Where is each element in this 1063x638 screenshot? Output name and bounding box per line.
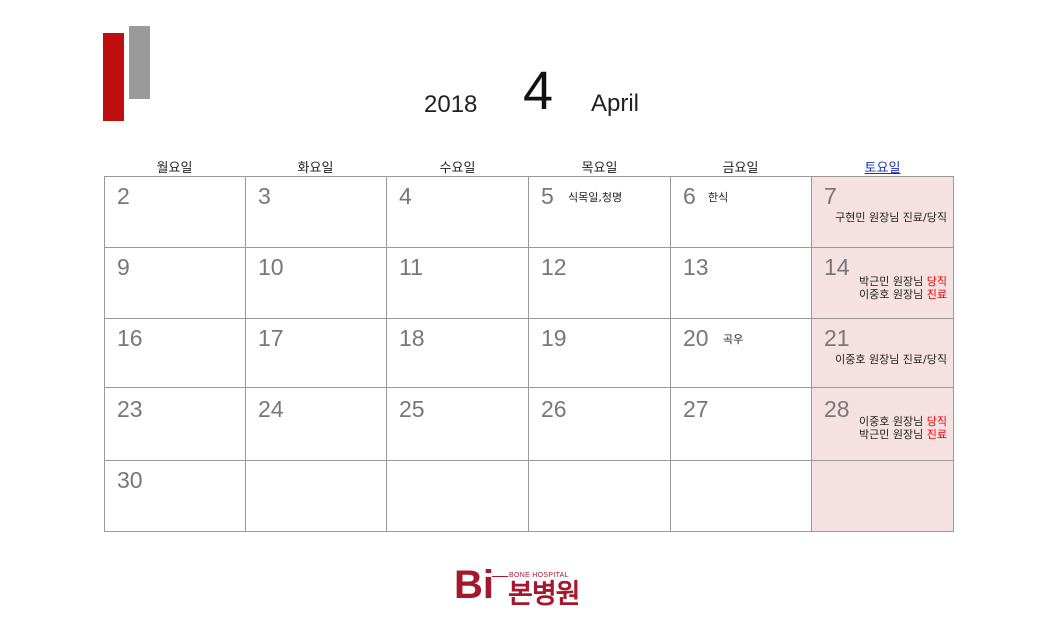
doctor-name: 박근민 원장님 xyxy=(859,275,927,288)
calendar-day-cell[interactable]: 5 식목일,청명 xyxy=(529,177,671,248)
calendar-day-cell[interactable]: 4 xyxy=(387,177,529,248)
schedule-line: 이중호 원장님 당직 xyxy=(859,415,947,428)
calendar-day-cell[interactable]: 10 xyxy=(246,248,387,319)
calendar-day-cell[interactable]: 25 xyxy=(387,388,529,461)
day-number: 21 xyxy=(824,325,850,351)
holiday-note: 식목일,청명 xyxy=(568,191,623,204)
logo-mark: Bi xyxy=(454,563,494,607)
calendar-day-cell[interactable]: 26 xyxy=(529,388,671,461)
calendar-day-cell[interactable] xyxy=(387,461,529,532)
calendar-day-cell[interactable] xyxy=(671,461,812,532)
day-number: 4 xyxy=(399,183,412,209)
day-number: 11 xyxy=(399,254,423,280)
header-year: 2018 xyxy=(424,91,478,118)
day-number: 24 xyxy=(258,396,284,422)
logo-name: 본병원 xyxy=(508,579,581,610)
doctor-name: 구현민 원장님 진료/당직 xyxy=(835,211,947,224)
doctor-name: 이중호 원장님 xyxy=(859,415,927,428)
weekday-tuesday: 화요일 xyxy=(297,161,334,176)
day-number: 9 xyxy=(117,254,130,280)
calendar-day-cell[interactable]: 21 이중호 원장님 진료/당직 xyxy=(812,319,954,388)
calendar-day-cell[interactable]: 18 xyxy=(387,319,529,388)
day-number: 16 xyxy=(117,325,143,351)
day-number: 27 xyxy=(683,396,709,422)
day-number: 13 xyxy=(683,254,709,280)
doctor-schedule: 이중호 원장님 진료/당직 xyxy=(835,353,947,366)
schedule-line: 이중호 원장님 진료 xyxy=(859,288,947,301)
calendar-day-cell[interactable] xyxy=(246,461,387,532)
day-number: 7 xyxy=(824,183,837,209)
duty-type: 당직 xyxy=(926,415,947,428)
calendar-day-cell[interactable]: 14 박근민 원장님 당직 이중호 원장님 진료 xyxy=(812,248,954,319)
holiday-note: 곡우 xyxy=(723,333,744,346)
schedule-line: 박근민 원장님 당직 xyxy=(859,275,947,288)
day-number: 19 xyxy=(541,325,567,351)
calendar-grid: 2 3 4 5 식목일,청명 6 한식 7 구현민 원장님 진료/당직 9 10 11 12 13 14 박근… xyxy=(104,176,954,532)
day-number: 5 xyxy=(541,183,554,209)
calendar-day-cell[interactable]: 7 구현민 원장님 진료/당직 xyxy=(812,177,954,248)
day-number: 26 xyxy=(541,396,567,422)
hospital-logo: Bi BONE HOSPITAL 본병원 xyxy=(454,561,614,617)
doctor-name: 이중호 원장님 xyxy=(859,288,927,301)
duty-type: 당직 xyxy=(926,275,947,288)
calendar-day-cell[interactable]: 27 xyxy=(671,388,812,461)
calendar-day-cell[interactable]: 12 xyxy=(529,248,671,319)
calendar-day-cell[interactable]: 16 xyxy=(105,319,246,388)
calendar-day-cell[interactable]: 28 이중호 원장님 당직 박근민 원장님 진료 xyxy=(812,388,954,461)
calendar-day-cell[interactable]: 30 xyxy=(105,461,246,532)
weekday-saturday[interactable]: 토요일 xyxy=(864,161,901,176)
weekday-wednesday: 수요일 xyxy=(439,161,476,176)
day-number: 20 xyxy=(683,325,709,351)
decorative-red-bar xyxy=(103,33,124,121)
calendar-day-cell[interactable]: 19 xyxy=(529,319,671,388)
schedule-line: 이중호 원장님 진료/당직 xyxy=(835,353,947,366)
calendar-day-cell[interactable]: 11 xyxy=(387,248,529,319)
decorative-gray-bar xyxy=(129,26,150,99)
doctor-name: 이중호 원장님 진료/당직 xyxy=(835,353,947,366)
logo-subtitle: BONE HOSPITAL xyxy=(509,572,569,579)
calendar-day-cell[interactable]: 9 xyxy=(105,248,246,319)
weekday-monday: 월요일 xyxy=(156,161,193,176)
duty-type: 진료 xyxy=(926,428,947,441)
day-number: 25 xyxy=(399,396,425,422)
day-number: 28 xyxy=(824,396,850,422)
calendar-day-cell[interactable]: 2 xyxy=(105,177,246,248)
calendar-day-cell[interactable] xyxy=(529,461,671,532)
schedule-line: 구현민 원장님 진료/당직 xyxy=(835,211,947,224)
calendar-day-cell[interactable]: 17 xyxy=(246,319,387,388)
day-number: 6 xyxy=(683,183,696,209)
calendar-day-cell[interactable]: 20 곡우 xyxy=(671,319,812,388)
calendar-day-cell[interactable]: 6 한식 xyxy=(671,177,812,248)
duty-type: 진료 xyxy=(926,288,947,301)
day-number: 23 xyxy=(117,396,143,422)
schedule-line: 박근민 원장님 진료 xyxy=(859,428,947,441)
weekday-thursday: 목요일 xyxy=(581,161,618,176)
day-number: 18 xyxy=(399,325,425,351)
header-month-number: 4 xyxy=(523,61,554,121)
day-number: 2 xyxy=(117,183,130,209)
day-number: 17 xyxy=(258,325,284,351)
logo-divider xyxy=(492,576,508,577)
doctor-name: 박근민 원장님 xyxy=(859,428,927,441)
calendar-day-cell[interactable] xyxy=(812,461,954,532)
header-month-name: April xyxy=(591,90,640,117)
day-number: 3 xyxy=(258,183,271,209)
doctor-schedule: 구현민 원장님 진료/당직 xyxy=(835,211,947,224)
doctor-schedule: 박근민 원장님 당직 이중호 원장님 진료 xyxy=(859,275,947,301)
doctor-schedule: 이중호 원장님 당직 박근민 원장님 진료 xyxy=(859,415,947,441)
calendar-day-cell[interactable]: 3 xyxy=(246,177,387,248)
day-number: 12 xyxy=(541,254,567,280)
day-number: 10 xyxy=(258,254,284,280)
day-number: 14 xyxy=(824,254,850,280)
day-number: 30 xyxy=(117,467,143,493)
calendar-day-cell[interactable]: 13 xyxy=(671,248,812,319)
weekday-friday: 금요일 xyxy=(722,161,759,176)
calendar-day-cell[interactable]: 23 xyxy=(105,388,246,461)
holiday-note: 한식 xyxy=(708,191,729,204)
calendar-day-cell[interactable]: 24 xyxy=(246,388,387,461)
